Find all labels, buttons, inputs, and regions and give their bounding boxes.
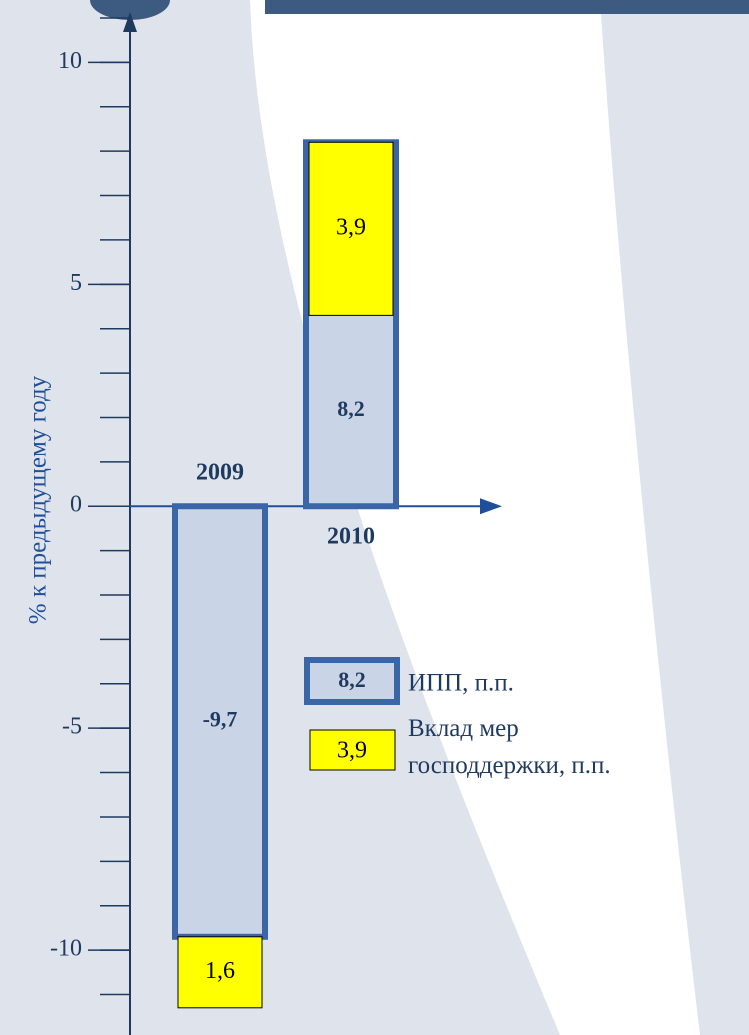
y-axis-arrow <box>123 12 137 32</box>
bar <box>177 936 263 1009</box>
value-label: 8,2 <box>337 396 365 421</box>
bg-shape-right <box>600 0 749 1035</box>
legend-label-line: Вклад мер <box>408 715 519 742</box>
bar <box>308 141 394 316</box>
x-axis-arrow <box>480 498 502 515</box>
value-label: 3,9 <box>336 214 366 240</box>
y-tick-label: 5 <box>70 270 82 296</box>
value-label: -9,7 <box>203 707 238 732</box>
legend-label-line: господдержки, п.п. <box>408 752 611 779</box>
legend-swatch-label: 8,2 <box>338 667 366 692</box>
bg-shape <box>0 0 560 1035</box>
legend-label: ИПП, п.п. <box>408 670 514 697</box>
legend-label: Вклад мер господдержки, п.п. <box>408 715 611 779</box>
y-tick-label: -5 <box>62 714 82 740</box>
value-label: 1,6 <box>205 958 235 984</box>
legend-swatch <box>309 729 396 771</box>
legend-swatch-label: 3,9 <box>337 738 367 764</box>
y-tick-label: 0 <box>70 492 82 518</box>
x-tick-label: 2009 <box>196 460 244 486</box>
header-bar <box>265 0 749 14</box>
y-axis-title: % к предыдущему году <box>25 375 52 624</box>
x-tick-label: 2010 <box>327 524 375 550</box>
y-tick-label: 10 <box>58 48 82 74</box>
legend-swatch <box>304 657 400 705</box>
y-tick-label: -10 <box>50 936 82 962</box>
bar <box>172 503 268 940</box>
header-circle <box>90 0 170 20</box>
